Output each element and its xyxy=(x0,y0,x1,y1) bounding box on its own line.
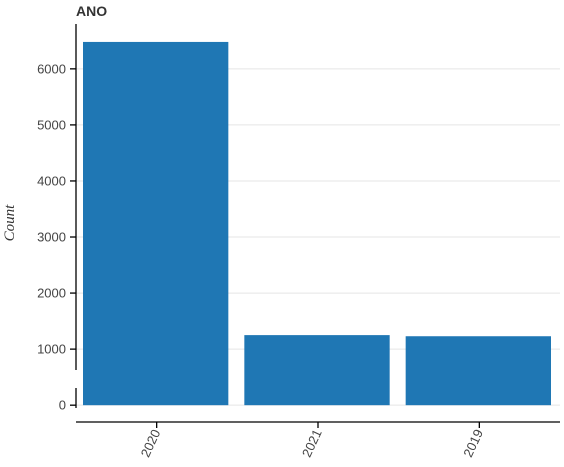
y-tick-label: 0 xyxy=(59,398,66,413)
y-tick-label: 6000 xyxy=(37,61,66,76)
y-tick-label: 2000 xyxy=(37,286,66,301)
bar-2021 xyxy=(244,335,390,406)
bar-2020 xyxy=(83,41,229,406)
x-tick-label: 2019 xyxy=(460,427,486,460)
x-tick-label: 2020 xyxy=(138,427,164,460)
y-axis-label: Count xyxy=(2,204,18,242)
y-axis-ticks: 0 1000 2000 3000 4000 5000 6000 xyxy=(37,61,76,413)
bars xyxy=(83,41,551,406)
chart-title: ANO xyxy=(76,3,107,19)
bar-2019 xyxy=(405,336,551,406)
y-tick-label: 1000 xyxy=(37,342,66,357)
y-tick-label: 4000 xyxy=(37,173,66,188)
x-tick-label: 2021 xyxy=(299,427,325,460)
x-axis-ticks: 2020 2021 2019 xyxy=(138,422,486,459)
y-tick-label: 5000 xyxy=(37,117,66,132)
y-tick-label: 3000 xyxy=(37,230,66,245)
